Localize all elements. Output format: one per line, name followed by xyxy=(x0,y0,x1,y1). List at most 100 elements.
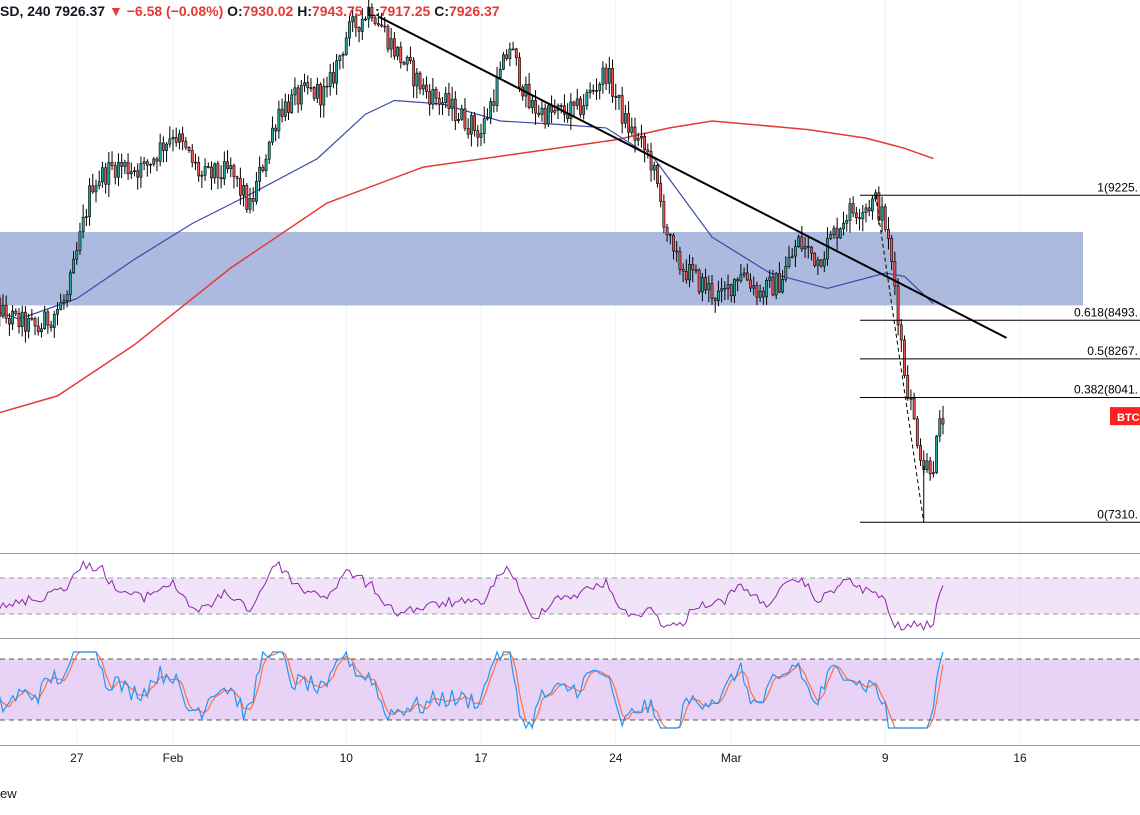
candle xyxy=(412,57,416,98)
candle xyxy=(543,103,547,129)
candle-body xyxy=(704,277,707,291)
candle xyxy=(915,415,919,449)
candle-body xyxy=(113,165,117,178)
high-value: 7943.75 xyxy=(311,3,363,19)
candle-body xyxy=(582,105,586,115)
candle xyxy=(437,91,441,115)
candle-body xyxy=(777,273,781,293)
candle xyxy=(120,153,124,179)
candle xyxy=(656,163,659,188)
candle-body xyxy=(197,162,201,177)
candle xyxy=(688,254,691,288)
candle xyxy=(59,293,63,311)
candle-body xyxy=(149,163,152,166)
price-badge: BTC xyxy=(1110,407,1140,426)
candle xyxy=(781,270,784,294)
candle xyxy=(136,163,140,190)
candle xyxy=(838,227,842,240)
candle xyxy=(505,49,509,61)
candle xyxy=(806,236,810,259)
candle-body xyxy=(399,46,403,63)
candle-body xyxy=(425,84,428,92)
candle xyxy=(563,94,566,123)
candle xyxy=(617,94,621,110)
candle xyxy=(652,161,656,181)
candle xyxy=(110,151,114,171)
candle-body xyxy=(787,257,791,267)
candle xyxy=(527,72,531,110)
candle-body xyxy=(325,85,329,88)
candle xyxy=(296,84,300,113)
candle-body xyxy=(62,300,66,304)
candle xyxy=(197,156,201,182)
candle-body xyxy=(665,226,669,235)
candle-body xyxy=(36,325,40,333)
candle-body xyxy=(806,246,810,248)
candle-body xyxy=(832,227,836,235)
candle xyxy=(222,151,226,186)
candle-body xyxy=(383,25,387,28)
candle xyxy=(91,173,95,194)
fib-label-0: 0(7310. xyxy=(1097,507,1138,521)
candle-body xyxy=(489,101,493,119)
candle xyxy=(694,264,698,274)
candle-body xyxy=(43,311,47,330)
candle xyxy=(492,89,496,113)
candle xyxy=(720,277,724,303)
candle xyxy=(190,144,194,168)
candle-body xyxy=(126,161,130,175)
candle-body xyxy=(495,77,499,106)
candle xyxy=(479,123,483,147)
candle xyxy=(4,295,8,324)
candle xyxy=(896,278,900,336)
x-tick-label: 9 xyxy=(882,751,889,765)
candle-body xyxy=(505,54,509,59)
candle-body xyxy=(139,163,143,178)
candle xyxy=(925,453,929,473)
candle xyxy=(883,203,887,232)
candle-body xyxy=(768,276,772,281)
candle xyxy=(829,230,833,240)
candle xyxy=(258,156,262,192)
candle-body xyxy=(761,290,765,298)
candle xyxy=(623,104,627,129)
candle xyxy=(662,194,666,234)
candle xyxy=(94,179,98,203)
candle-body xyxy=(630,126,634,133)
candle-body xyxy=(736,279,740,282)
candle xyxy=(845,214,849,232)
candle-body xyxy=(386,26,390,50)
candle xyxy=(405,55,409,72)
candle-body xyxy=(264,158,268,171)
low-label: L: xyxy=(366,3,380,19)
candle-body xyxy=(402,62,406,65)
candle xyxy=(518,52,521,93)
candle-body xyxy=(136,170,140,178)
candle xyxy=(729,283,733,303)
candle xyxy=(511,41,515,51)
candle xyxy=(800,225,804,252)
candle xyxy=(142,156,146,171)
candle xyxy=(367,0,371,28)
candle-body xyxy=(463,108,467,129)
candle xyxy=(530,94,534,114)
candle-body xyxy=(835,227,839,239)
candle xyxy=(409,46,412,64)
candle xyxy=(761,286,765,305)
candle xyxy=(832,225,836,239)
candle xyxy=(572,100,576,117)
candle xyxy=(733,278,736,304)
high-label: H: xyxy=(297,3,312,19)
candle xyxy=(649,142,653,182)
candle xyxy=(906,365,910,401)
candle xyxy=(899,318,903,352)
candle xyxy=(871,195,874,220)
rsi-pane xyxy=(0,560,1140,632)
candle-body xyxy=(611,68,614,97)
candle xyxy=(78,222,82,255)
candle xyxy=(242,178,245,207)
candle xyxy=(928,456,932,481)
candle xyxy=(646,143,650,159)
candle-body xyxy=(941,418,945,425)
candle xyxy=(604,63,608,91)
